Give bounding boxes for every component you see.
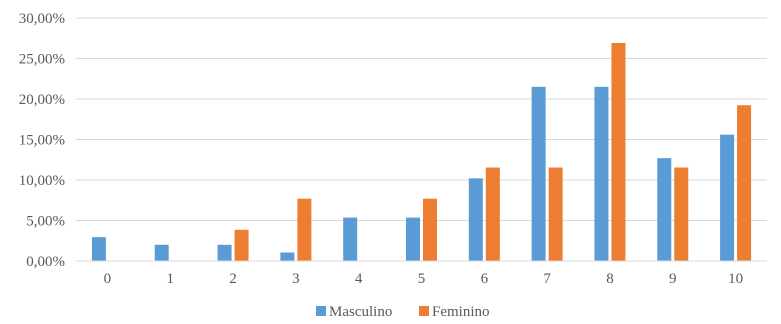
x-tick-label: 1 (166, 271, 174, 287)
bar-feminino-8 (611, 42, 626, 261)
x-tick-label: 9 (669, 271, 677, 287)
bar-masculino-1 (154, 244, 169, 261)
y-tick-label: 30,00% (19, 11, 65, 27)
x-tick-label: 8 (606, 271, 614, 287)
x-tick-label: 10 (728, 271, 743, 287)
bar-feminino-9 (674, 167, 689, 261)
bar-masculino-2 (217, 244, 232, 261)
y-axis-tick-labels: 0,00% 5,00% 10,00% 15,00% 20,00% 25,00% 30,00% (19, 11, 65, 270)
bar-feminino-6 (485, 167, 500, 261)
bar-masculino-8 (594, 86, 609, 261)
bar-masculino-6 (468, 178, 483, 261)
bar-masculino-7 (531, 86, 546, 261)
bar-feminino-5 (423, 198, 437, 261)
y-tick-label: 5,00% (26, 214, 65, 230)
bar-feminino-2 (234, 229, 249, 261)
bar-masculino-4 (343, 217, 358, 261)
bar-masculino-5 (406, 217, 420, 261)
y-tick-label: 15,00% (19, 133, 65, 149)
x-tick-label: 2 (229, 271, 237, 287)
bar-masculino-9 (657, 158, 672, 261)
bar-masculino-3 (280, 252, 295, 261)
bar-feminino-10 (737, 105, 752, 261)
bar-feminino-7 (548, 167, 563, 261)
y-tick-label: 20,00% (19, 92, 65, 108)
y-tick-label: 10,00% (19, 173, 65, 189)
bar-masculino-0 (91, 237, 106, 261)
x-tick-label: 3 (292, 271, 300, 287)
x-tick-label: 4 (355, 271, 363, 287)
legend-swatch-feminino (419, 306, 429, 316)
y-tick-label: 0,00% (26, 254, 65, 270)
legend-swatch-masculino (316, 306, 326, 316)
gridlines (76, 17, 767, 221)
x-tick-label: 5 (418, 271, 426, 287)
bar-masculino-10 (720, 134, 735, 261)
bar-feminino-3 (297, 198, 312, 261)
x-tick-label: 7 (543, 271, 551, 287)
legend: Masculino Feminino (316, 304, 490, 320)
legend-label-feminino: Feminino (432, 304, 490, 320)
y-tick-label: 25,00% (19, 52, 65, 68)
x-tick-label: 6 (481, 271, 489, 287)
bars (91, 42, 752, 261)
x-tick-label: 0 (104, 271, 112, 287)
x-axis-tick-labels: 0 1 2 3 4 5 6 7 8 9 10 (104, 271, 743, 287)
legend-label-masculino: Masculino (329, 304, 392, 320)
